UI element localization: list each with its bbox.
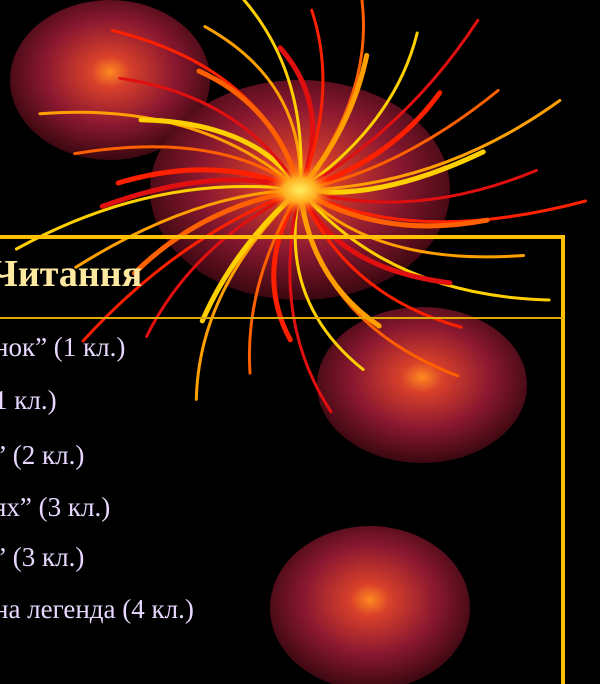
firework-ray [298,188,588,224]
firework-core [266,166,334,214]
frame [0,235,565,684]
firework-ray [298,18,480,192]
firework-ray [241,0,303,192]
list-item: на легенда (4 кл.) [0,594,194,624]
firework-ray [81,188,302,343]
slide-title: Читання [0,253,143,295]
list-item: нок” (1 кл.) [0,332,126,362]
list-item: ях” (3 кл.) [0,492,111,522]
firework-ray [14,185,302,251]
list-item: ” (2 кл.) [0,440,85,470]
sphere [270,526,470,684]
firework-ray [298,99,562,192]
list-item: 1 кл.) [0,385,57,415]
firework-ray [38,110,302,192]
sphere [317,307,527,463]
list-item: ” (3 кл.) [0,542,85,572]
firework-ray [288,188,333,414]
firework-ray [298,188,551,302]
firework-ray [118,76,302,192]
